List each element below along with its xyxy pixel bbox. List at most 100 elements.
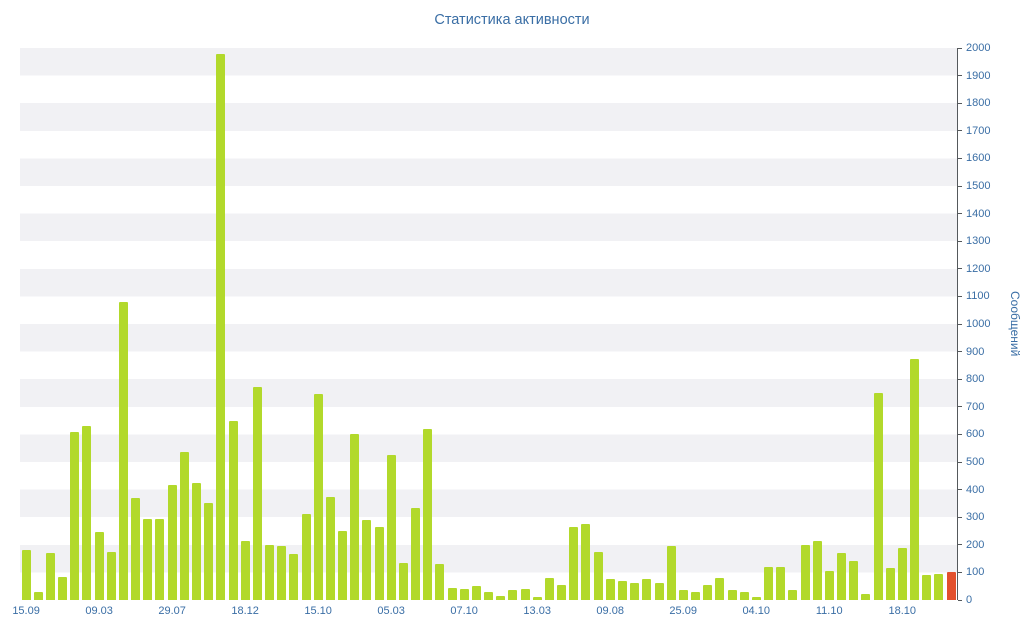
bar-slot xyxy=(422,48,434,600)
y-tick: 1200 xyxy=(958,263,990,275)
y-tick-mark xyxy=(958,406,962,408)
bar-slot xyxy=(507,48,519,600)
y-tick: 200 xyxy=(958,539,984,551)
y-tick-mark xyxy=(958,489,962,491)
y-tick-mark xyxy=(958,130,962,132)
y-tick-mark xyxy=(958,47,962,49)
bar-slot xyxy=(787,48,799,600)
bar xyxy=(666,546,676,600)
bar xyxy=(94,532,104,600)
y-tick-label: 1500 xyxy=(966,180,991,192)
bar xyxy=(532,597,542,600)
bar-slot xyxy=(20,48,32,600)
y-tick: 900 xyxy=(958,346,984,358)
bar-slot xyxy=(872,48,884,600)
bar-highlight xyxy=(946,572,956,600)
bar-slot xyxy=(884,48,896,600)
bar-slot xyxy=(373,48,385,600)
bar xyxy=(824,571,834,600)
y-tick-label: 1200 xyxy=(966,262,991,275)
x-tick-label: 15.10 xyxy=(304,605,332,617)
bar-slot xyxy=(32,48,44,600)
bar-slot xyxy=(811,48,823,600)
y-tick-label: 400 xyxy=(966,483,985,496)
bar xyxy=(411,507,421,600)
bar xyxy=(435,564,445,600)
bar xyxy=(630,583,640,600)
bar xyxy=(82,426,92,600)
bar xyxy=(277,546,287,600)
bar xyxy=(508,590,518,600)
bar xyxy=(45,553,55,600)
y-tick-mark xyxy=(958,516,962,518)
y-axis: 0 100 200 300 400 500 600 700 800 900 1000 1100 1200… xyxy=(957,42,1013,606)
bar-slot xyxy=(263,48,275,600)
y-tick-mark xyxy=(958,268,962,270)
bar-slot xyxy=(799,48,811,600)
bar xyxy=(691,591,701,600)
bar xyxy=(715,577,725,600)
y-tick-mark xyxy=(958,157,962,159)
y-tick: 2000 xyxy=(958,42,990,54)
bar-slot xyxy=(495,48,507,600)
bar xyxy=(751,597,761,600)
y-tick-mark xyxy=(958,599,962,601)
bar xyxy=(776,566,786,600)
bar-slot xyxy=(762,48,774,600)
bar-slot xyxy=(324,48,336,600)
y-axis-title-label: Сообщений xyxy=(1008,291,1022,357)
y-tick: 600 xyxy=(958,428,984,440)
bar-slot xyxy=(921,48,933,600)
bar xyxy=(131,497,141,600)
x-tick-label: 18.12 xyxy=(231,605,259,617)
y-tick-mark xyxy=(958,433,962,435)
y-tick-mark xyxy=(958,75,962,77)
bar-slot xyxy=(336,48,348,600)
bar-slot xyxy=(823,48,835,600)
bar xyxy=(739,591,749,600)
bar-slot xyxy=(726,48,738,600)
bar xyxy=(837,553,847,600)
bar-slot xyxy=(848,48,860,600)
bar-slot xyxy=(349,48,361,600)
y-tick-mark xyxy=(958,461,962,463)
y-tick: 1700 xyxy=(958,125,990,137)
bar xyxy=(398,562,408,600)
bar-slot xyxy=(300,48,312,600)
bar-slot xyxy=(312,48,324,600)
y-tick-label: 500 xyxy=(966,456,985,468)
y-tick-mark xyxy=(958,544,962,546)
bar-slot xyxy=(556,48,568,600)
bar-slot xyxy=(458,48,470,600)
bar xyxy=(764,566,774,600)
y-tick: 1100 xyxy=(958,290,990,302)
y-tick: 1600 xyxy=(958,152,990,164)
y-tick: 400 xyxy=(958,484,984,496)
bar xyxy=(386,455,396,600)
bar-slot xyxy=(227,48,239,600)
y-tick-mark xyxy=(958,213,962,215)
y-tick-mark xyxy=(958,378,962,380)
bar xyxy=(496,595,506,600)
bar-slot xyxy=(641,48,653,600)
bar xyxy=(350,434,360,600)
y-tick-label: 0 xyxy=(966,594,973,606)
bar-slot xyxy=(568,48,580,600)
bar-slot xyxy=(410,48,422,600)
x-tick-label: 07.10 xyxy=(450,605,478,617)
y-tick-label: 900 xyxy=(966,345,985,358)
y-axis-title: Сообщений xyxy=(1008,48,1022,600)
x-tick-label: 15.09 xyxy=(12,605,40,617)
bar-slot xyxy=(483,48,495,600)
bar-slot xyxy=(543,48,555,600)
bar-slot xyxy=(629,48,641,600)
y-tick-mark xyxy=(958,295,962,297)
bar-slot xyxy=(215,48,227,600)
x-tick-label: 25.09 xyxy=(669,605,697,617)
bar xyxy=(471,586,481,600)
bar-slot xyxy=(385,48,397,600)
bar xyxy=(581,524,591,600)
bar xyxy=(70,431,80,600)
bar xyxy=(849,561,859,600)
y-tick-label: 2000 xyxy=(966,42,991,54)
